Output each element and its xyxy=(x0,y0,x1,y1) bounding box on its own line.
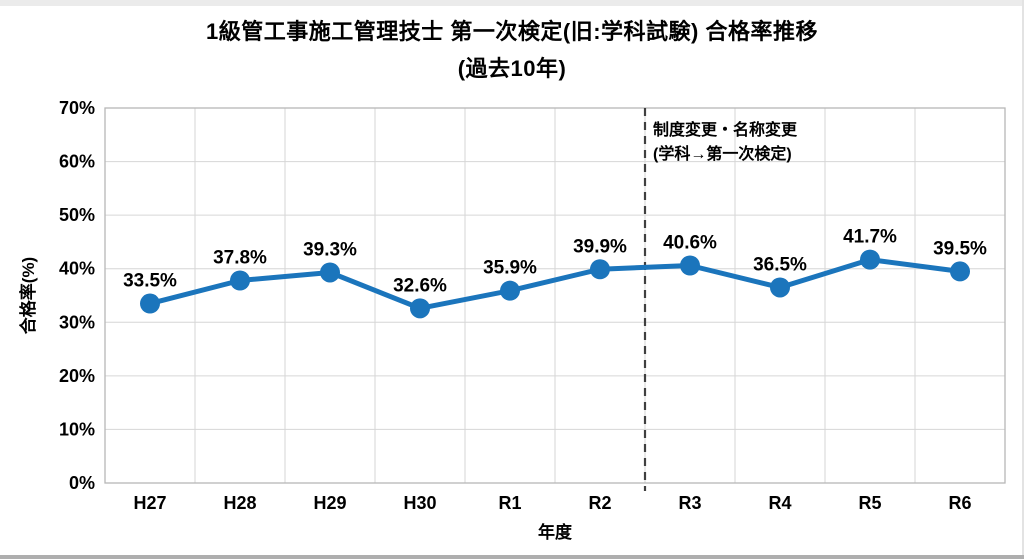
annotation-line2: (学科→第一次検定) xyxy=(653,144,792,163)
y-tick-label: 0% xyxy=(69,473,95,493)
data-point-marker xyxy=(860,249,880,270)
y-tick-label: 20% xyxy=(59,366,95,386)
y-tick-label: 70% xyxy=(59,98,95,118)
data-point-marker xyxy=(950,261,970,282)
bottom-edge-strip xyxy=(0,555,1024,559)
x-tick-label: H30 xyxy=(403,493,436,513)
x-tick-label: R2 xyxy=(588,493,611,513)
data-point-label: 39.9% xyxy=(573,236,627,257)
y-axis-title: 合格率(%) xyxy=(18,257,38,334)
y-tick-label: 60% xyxy=(59,152,95,172)
data-point-marker xyxy=(770,277,790,298)
x-tick-label: H27 xyxy=(133,493,166,513)
x-tick-label: H29 xyxy=(313,493,346,513)
data-point-label: 36.5% xyxy=(753,254,807,275)
y-tick-label: 10% xyxy=(59,419,95,439)
data-point-label: 37.8% xyxy=(213,248,267,269)
data-point-marker xyxy=(410,298,430,319)
data-point-marker xyxy=(320,262,340,283)
plot-area-border xyxy=(104,107,1006,484)
x-tick-label: R3 xyxy=(678,493,701,513)
top-edge-strip xyxy=(0,0,1024,6)
data-point-marker xyxy=(230,270,250,291)
data-point-label: 39.3% xyxy=(303,239,357,260)
data-point-label: 33.5% xyxy=(123,271,177,292)
data-point-marker xyxy=(590,259,610,280)
right-edge-strip xyxy=(1022,0,1024,559)
x-axis-title: 年度 xyxy=(538,522,573,542)
x-tick-label: R5 xyxy=(858,493,881,513)
chart-title: 1級管工事施工管理技士 第一次検定(旧:学科試験) 合格率推移 (過去10年) xyxy=(0,13,1024,87)
x-tick-label: R1 xyxy=(498,493,521,513)
data-point-label: 35.9% xyxy=(483,258,537,279)
data-point-marker xyxy=(500,280,520,301)
chart-title-line1: 1級管工事施工管理技士 第一次検定(旧:学科試験) 合格率推移 xyxy=(206,19,818,44)
data-point-label: 40.6% xyxy=(663,233,717,254)
x-tick-label: H28 xyxy=(223,493,256,513)
y-tick-label: 40% xyxy=(59,259,95,279)
data-point-marker xyxy=(140,293,160,314)
x-tick-label: R6 xyxy=(948,493,971,513)
y-tick-label: 30% xyxy=(59,312,95,332)
x-tick-label: R4 xyxy=(768,493,791,513)
data-point-label: 41.7% xyxy=(843,227,897,248)
y-tick-label: 50% xyxy=(59,205,95,225)
annotation-line1: 制度変更・名称変更 xyxy=(653,120,798,139)
data-point-label: 39.5% xyxy=(933,238,987,259)
data-point-marker xyxy=(680,255,700,276)
pass-rate-line xyxy=(147,257,963,311)
chart-title-line2: (過去10年) xyxy=(457,56,567,81)
data-point-label: 32.6% xyxy=(393,275,447,296)
